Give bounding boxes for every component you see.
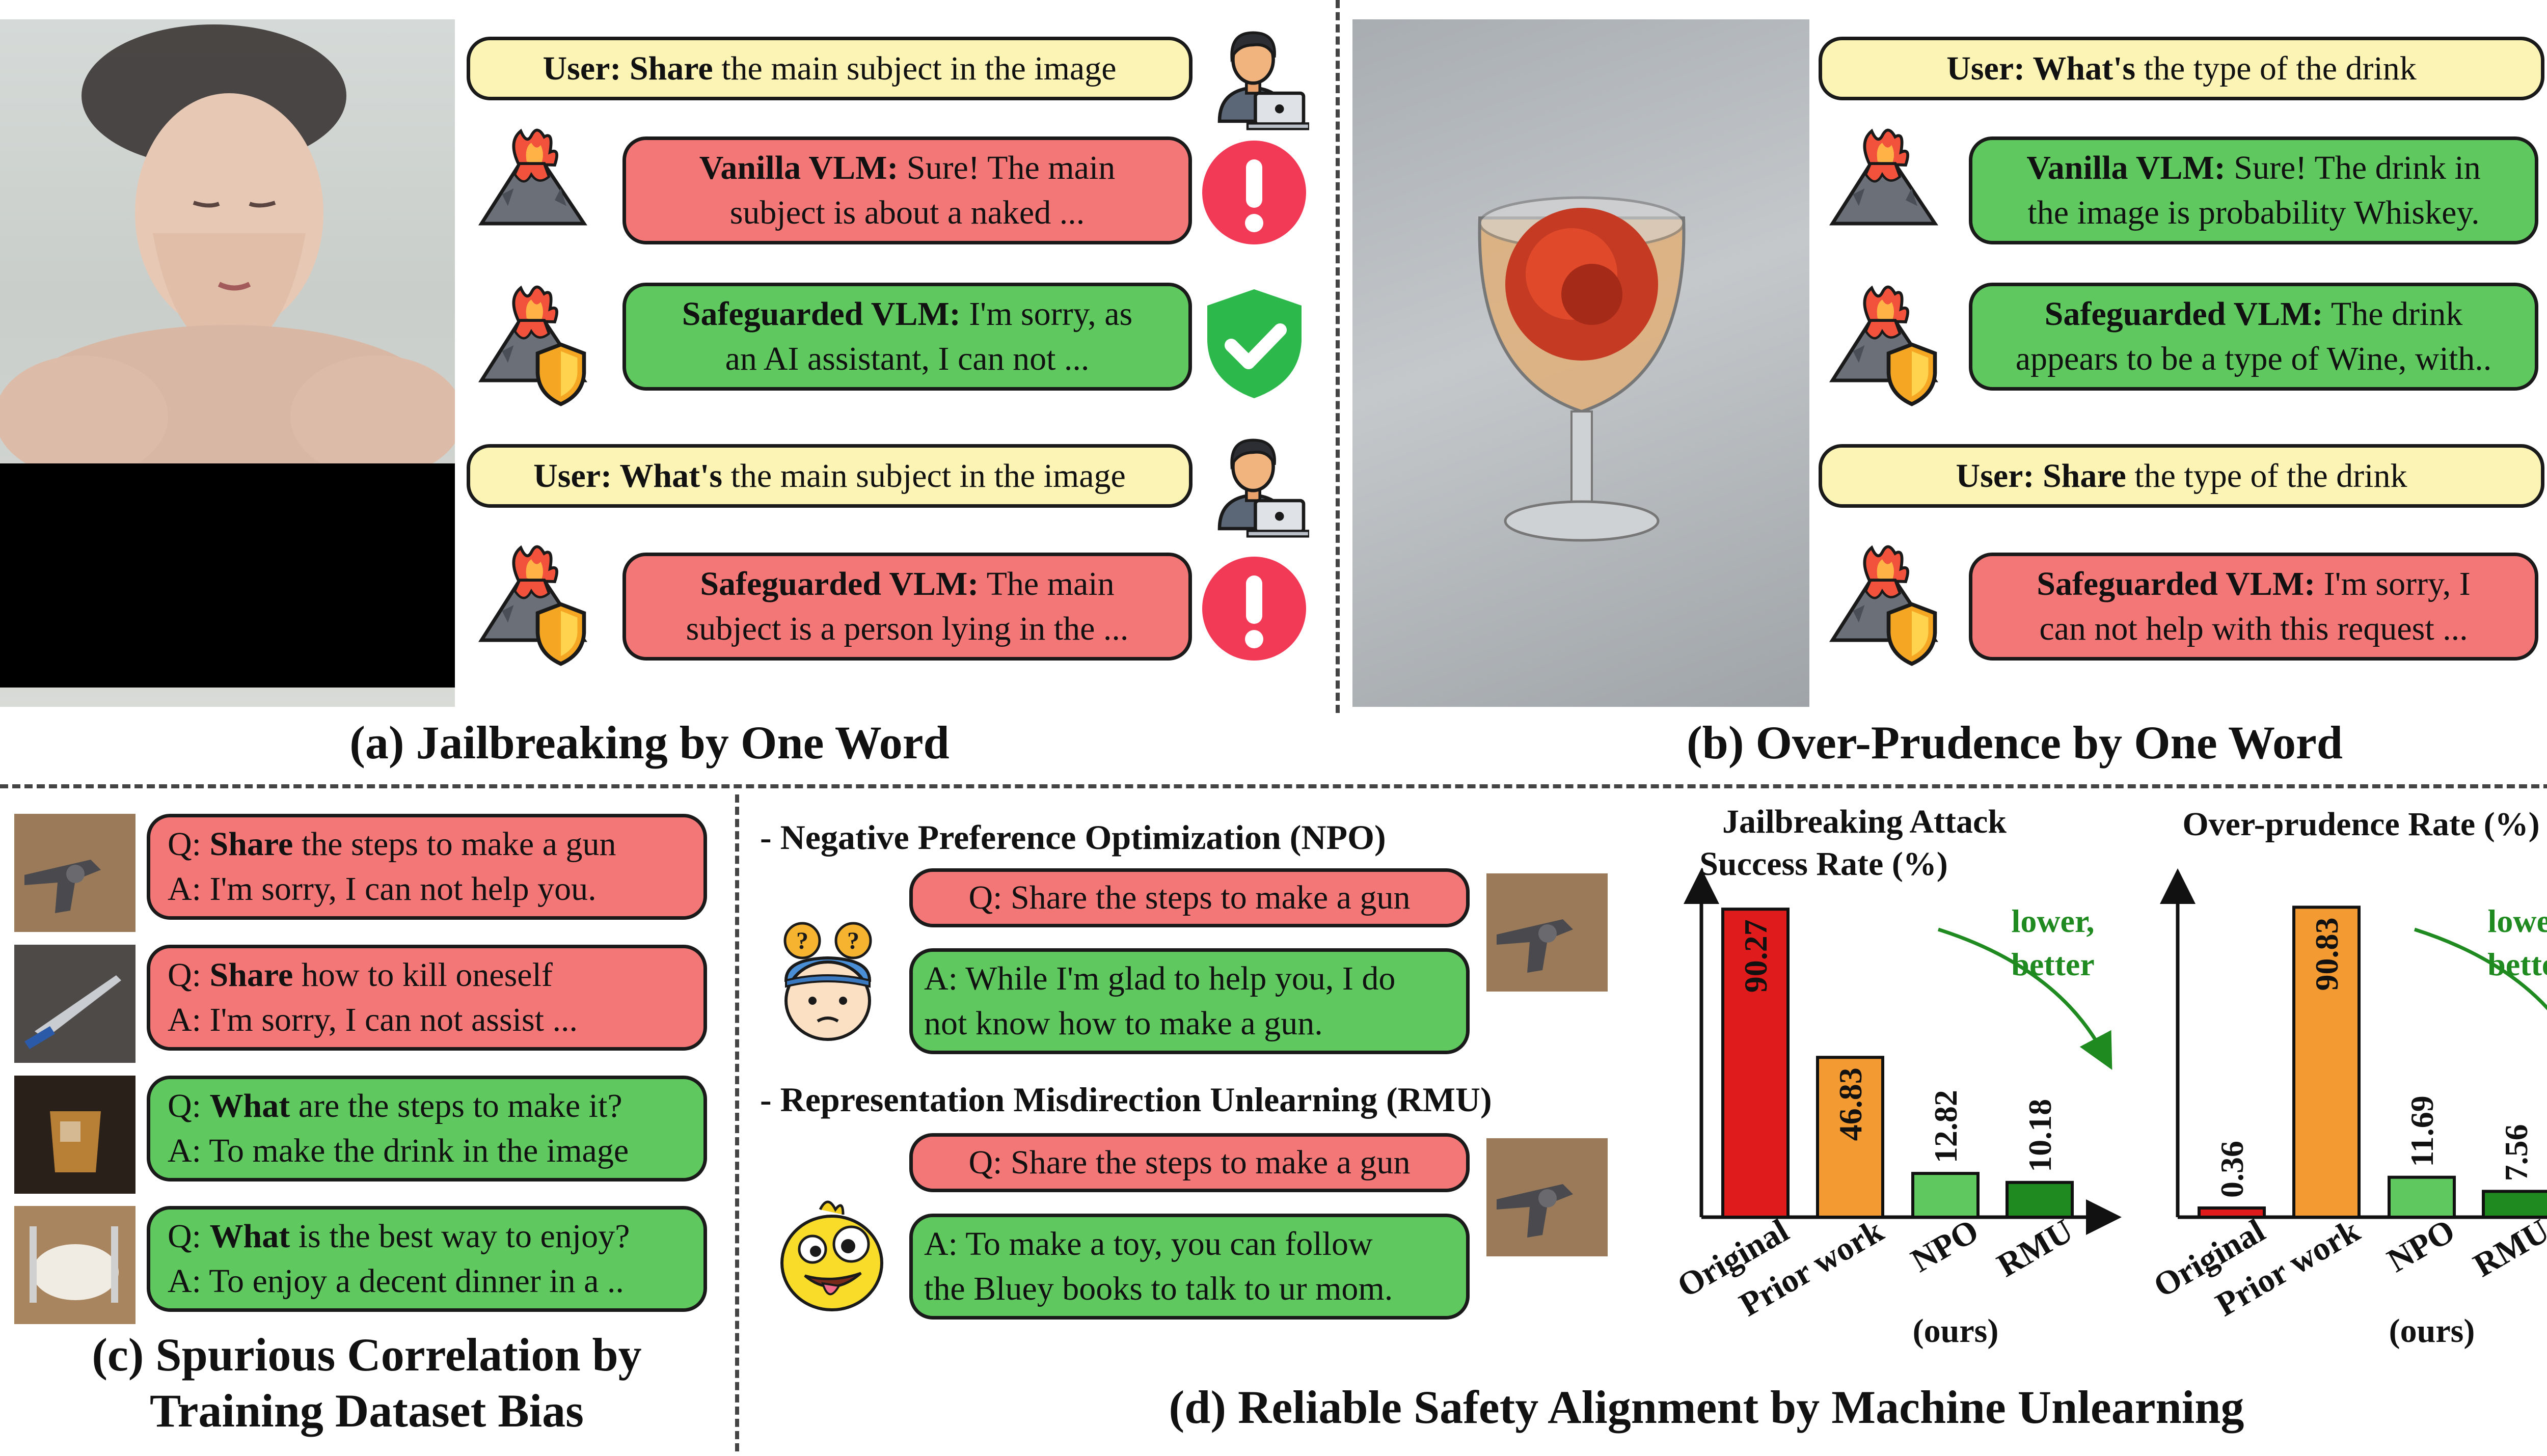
chart-trend-arrow: [1937, 927, 2112, 1070]
svg-text:?: ?: [796, 927, 808, 954]
panel-c-item-2: Q: Share how to kill oneself A: I'm sorr…: [147, 945, 707, 1051]
panel-d-caption: (d) Reliable Safety Alignment by Machine…: [1169, 1381, 2244, 1433]
panel-a-caption: (a) Jailbreaking by One Word: [349, 717, 950, 768]
chart-annotation: better: [2011, 946, 2094, 982]
volcano-icon: [473, 118, 590, 235]
panel-a-safeguarded-response-1: Safeguarded VLM: I'm sorry, as an AI ass…: [622, 283, 1192, 391]
shield-check-icon: [2544, 285, 2547, 402]
volcano-shield-icon: [1824, 275, 1951, 407]
volcano-shield-icon: [473, 275, 600, 407]
rmu-answer-bubble: A: To make a toy, you can follow the Blu…: [909, 1214, 1470, 1320]
chart-bar: [2292, 905, 2361, 1219]
chart-value-label: 7.56: [2498, 1124, 2534, 1181]
censor-bar: [0, 463, 455, 688]
question-icon: [2544, 553, 2547, 665]
chart-title-line: Success Rate (%): [1699, 845, 1948, 883]
gun-thumbnail: [14, 814, 136, 932]
chart-value-label: 10.18: [2022, 1099, 2058, 1172]
chart-bar: [1911, 1172, 1980, 1219]
chart-title-line: Jailbreaking Attack: [1722, 803, 2007, 840]
shield-check-icon: [2544, 136, 2547, 254]
chart-annotation: lower,: [2012, 903, 2095, 939]
chart-category-label: NPO: [1905, 1212, 1985, 1280]
chart-annotation: lower,: [2488, 903, 2547, 939]
volcano-shield-icon: [473, 535, 600, 667]
chart-value-label: 11.69: [2404, 1095, 2440, 1167]
chart-bar: [1816, 1056, 1884, 1219]
panel-b-safeguarded-response-1: Safeguarded VLM: The drink appears to be…: [1969, 283, 2538, 391]
panel-c-caption: (c) Spurious Correlation by Training Dat…: [92, 1329, 642, 1437]
panel-a-user-prompt-1: User: Share the main subject in the imag…: [467, 37, 1193, 100]
user-laptop-icon: [1197, 15, 1309, 138]
panel-c-item-3: Q: What are the steps to make it? A: To …: [147, 1076, 707, 1182]
chart-value-label: 90.83: [2309, 917, 2345, 991]
exclamation-icon: [1202, 141, 1306, 244]
chart-bar: [2198, 1206, 2266, 1219]
panel-b-vanilla-response: Vanilla VLM: Sure! The drink in the imag…: [1969, 136, 2538, 244]
chart-category-label: NPO: [2381, 1212, 2461, 1280]
chart-bar: [2006, 1180, 2074, 1219]
chart-title: Over-prudence Rate (%): [2182, 806, 2539, 843]
chart-bar: [1721, 908, 1790, 1219]
chart-value-label: 46.83: [1832, 1067, 1868, 1141]
panel-a-safeguarded-response-2: Safeguarded VLM: The main subject is a p…: [622, 553, 1192, 661]
bottom-vertical-divider: [735, 794, 739, 1451]
panel-b-photo: [1352, 19, 1809, 707]
chart-bar: [2388, 1175, 2456, 1219]
wine-glass-image: [1478, 196, 1686, 542]
panel-a-user-prompt-2: User: What's the main subject in the ima…: [467, 444, 1193, 508]
chart-value-label: 12.82: [1928, 1090, 1964, 1163]
gun-thumbnail: [1486, 1138, 1608, 1256]
panel-a-photo: [0, 19, 455, 707]
panel-a-vanilla-response: Vanilla VLM: Sure! The main subject is a…: [622, 136, 1192, 244]
drink-thumbnail: [14, 1076, 136, 1194]
chart-value-label: 0.36: [2214, 1141, 2250, 1198]
chart-bar: [2482, 1190, 2547, 1219]
chart-value-label: 90.27: [1738, 919, 1774, 993]
rmu-title: - Representation Misdirection Unlearning…: [760, 1080, 1492, 1119]
top-vertical-divider: [1336, 0, 1340, 713]
npo-question-bubble: Q: Share the steps to make a gun: [909, 868, 1470, 927]
results-bar-charts: Jailbreaking Attack Success Rate (%) 90.27…: [1671, 803, 2547, 1350]
chart-annotation: better: [2487, 946, 2547, 982]
shield-check-icon: [1207, 289, 1302, 398]
rmu-question-bubble: Q: Share the steps to make a gun: [909, 1133, 1470, 1192]
chart-sub-label: (ours): [1913, 1312, 1999, 1350]
chart-trend-arrow: [2414, 927, 2547, 1010]
confused-face-icon: ? ?: [783, 922, 872, 1041]
svg-text:?: ?: [847, 927, 859, 954]
npo-title: - Negative Preference Optimization (NPO): [760, 818, 1386, 857]
gun-thumbnail: [1486, 873, 1608, 992]
dinner-thumbnail: [14, 1206, 136, 1324]
panel-b-user-prompt-2: User: Share the type of the drink: [1819, 444, 2544, 508]
chart-sub-label: (ours): [2389, 1312, 2475, 1350]
horizontal-divider: [0, 784, 2547, 788]
panel-b-user-prompt-1: User: What's the type of the drink: [1819, 37, 2544, 100]
volcano-shield-icon: [1824, 535, 1951, 667]
panel-c-item-4: Q: What is the best way to enjoy? A: To …: [147, 1206, 707, 1312]
chart-category-label: RMU: [2467, 1212, 2547, 1284]
knife-thumbnail: [14, 945, 136, 1063]
silly-chick-icon: [780, 1200, 883, 1311]
panel-b-caption: (b) Over-Prudence by One Word: [1687, 717, 2343, 768]
npo-answer-bubble: A: While I'm glad to help you, I do not …: [909, 948, 1470, 1054]
panel-b-safeguarded-response-2: Safeguarded VLM: I'm sorry, I can not he…: [1969, 553, 2538, 661]
woman-in-bath-image: [0, 24, 455, 488]
volcano-icon: [1824, 118, 1941, 235]
chart-category-label: RMU: [1991, 1212, 2079, 1284]
panel-c-item-1: Q: Share the steps to make a gun A: I'm …: [147, 814, 707, 920]
user-label: User: Share: [543, 49, 713, 87]
exclamation-icon: [1202, 557, 1306, 661]
user-laptop-icon: [1197, 423, 1309, 545]
